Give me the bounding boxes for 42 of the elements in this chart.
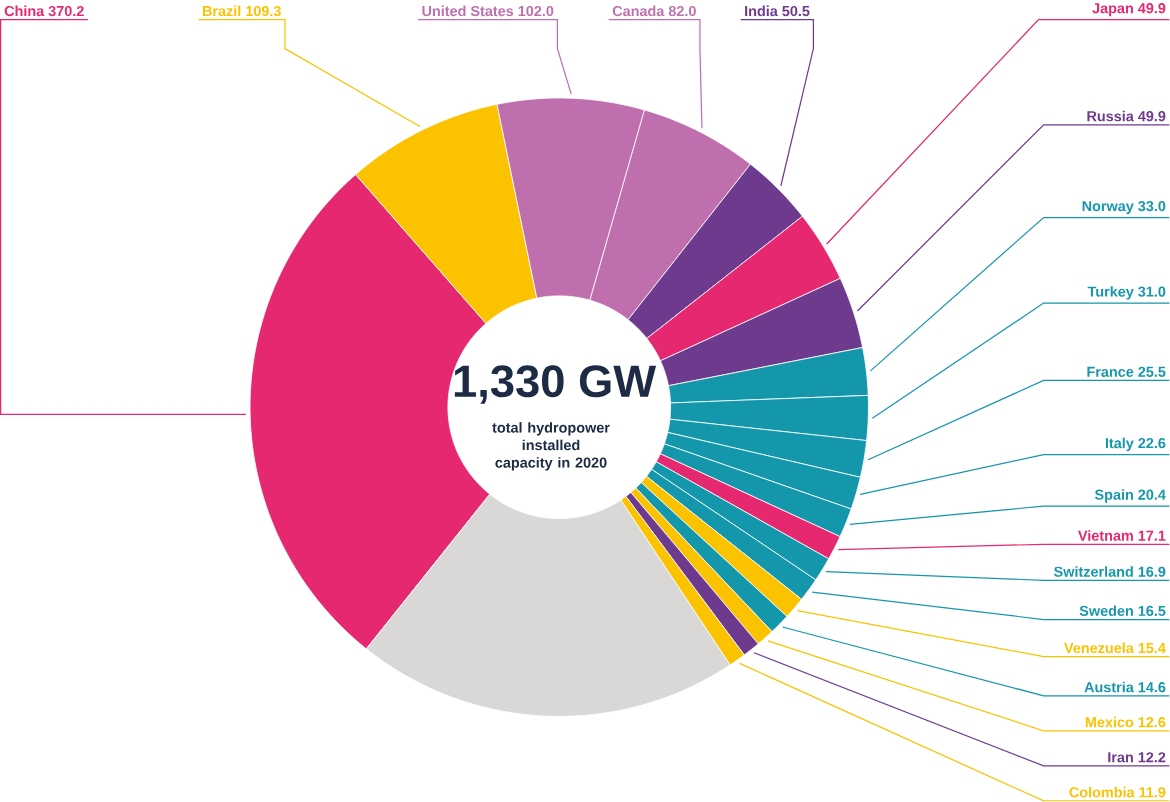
data-label: 109.3 (246, 6, 281, 17)
text: 1,330 GW (454, 365, 657, 405)
slice-label: Brazil (202, 5, 241, 17)
data-label: 12.2 (1138, 752, 1166, 763)
slice-label: Venezuela (1064, 642, 1134, 654)
data-label: 20.4 (1138, 489, 1166, 501)
slice-label: Norway (1082, 201, 1134, 215)
slice-label: United States (422, 5, 514, 17)
slice-label: Switzerland (1054, 566, 1133, 578)
data-label: 31.0 (1138, 286, 1166, 297)
slice-label: France (1087, 367, 1134, 378)
text: total hydropower installed capacity in 2020 (492, 422, 610, 471)
data-label: 16.9 (1138, 566, 1166, 578)
data-label: 50.5 (782, 6, 810, 17)
data-label: 370.2 (48, 6, 84, 17)
slice-label: Russia (1087, 110, 1134, 122)
slice-label: Spain (1094, 489, 1133, 503)
slice-label: Colombia (1069, 787, 1135, 798)
slice-label: Sweden (1079, 605, 1133, 617)
data-label: 11.9 (1139, 787, 1166, 798)
slice-label: Mexico (1085, 716, 1134, 728)
slice-label: Italy (1105, 437, 1134, 452)
slice-label: India (745, 5, 778, 17)
slice-label: Canada (612, 5, 665, 17)
data-label: 16.5 (1138, 606, 1166, 617)
data-label: 12.6 (1138, 717, 1166, 728)
slice-label: China (4, 5, 45, 17)
slice-label: Japan (1092, 3, 1133, 17)
data-label: 17.1 (1138, 530, 1166, 541)
data-label: 102.0 (518, 6, 554, 17)
data-label: 33.0 (1138, 201, 1166, 212)
slice-label: Vietnam (1078, 530, 1133, 541)
data-label: 49.9 (1138, 111, 1166, 122)
data-label: 82.0 (668, 6, 696, 17)
slice-label: Iran (1108, 752, 1133, 763)
slice-label: Turkey (1087, 286, 1134, 300)
data-label: 22.6 (1138, 438, 1166, 449)
data-label: 49.9 (1138, 3, 1166, 14)
slice-label: Austria (1084, 681, 1134, 693)
data-label: 14.6 (1138, 682, 1166, 693)
data-label: 15.4 (1138, 643, 1166, 654)
data-label: 25.5 (1138, 366, 1166, 378)
